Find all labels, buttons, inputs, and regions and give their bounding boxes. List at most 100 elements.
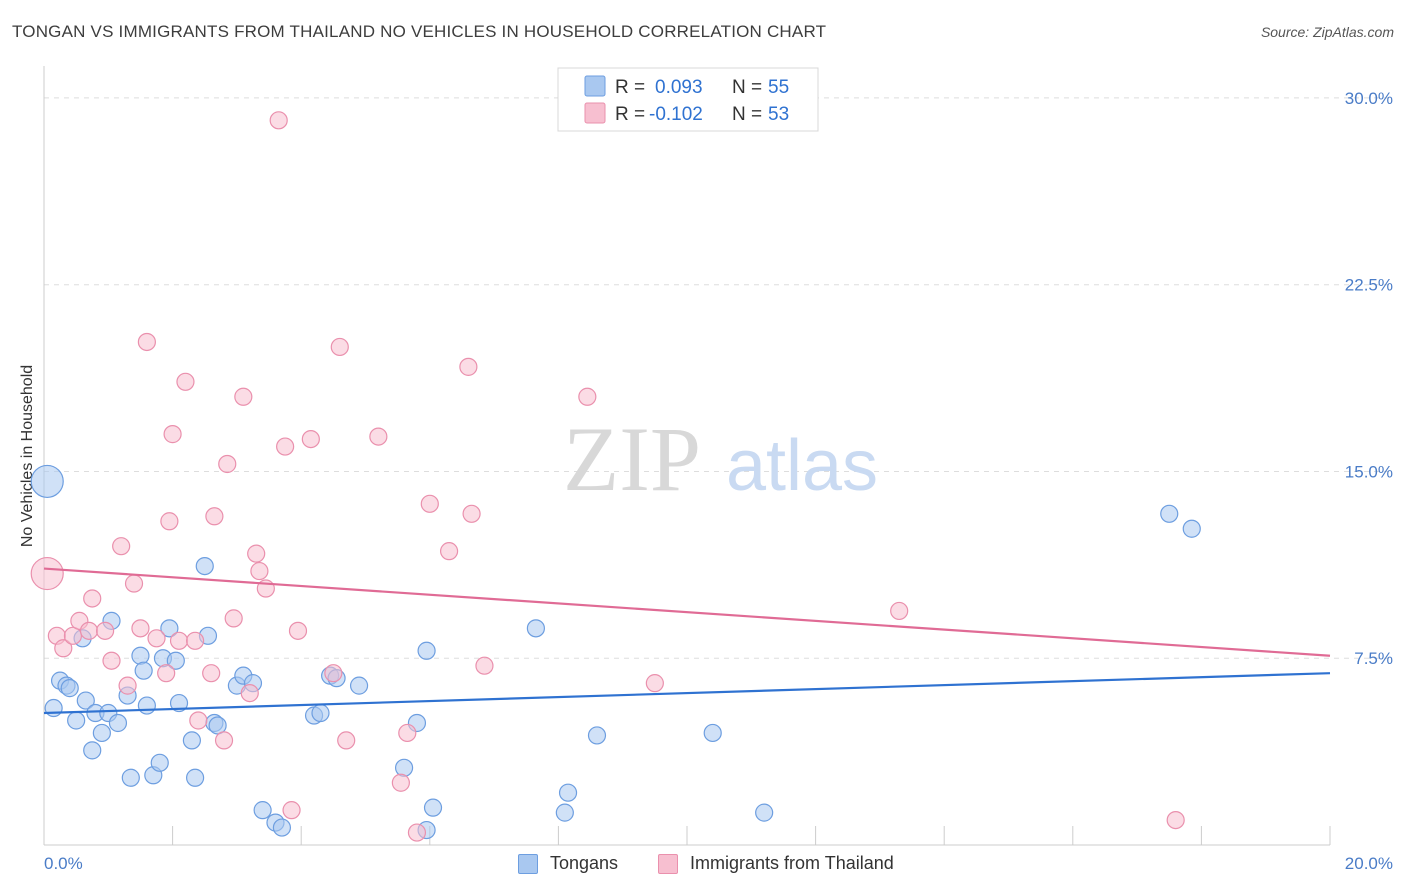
- point-thailand: [250, 561, 269, 581]
- point-tongans: [208, 716, 227, 735]
- point-thailand: [578, 387, 597, 406]
- point-tongans: [76, 691, 95, 710]
- source-label: Source: ZipAtlas.com: [1260, 24, 1394, 40]
- legend-r-label-1: R =: [615, 77, 645, 98]
- point-thailand: [214, 731, 234, 750]
- point-thailand: [324, 664, 343, 683]
- point-thailand: [240, 683, 259, 703]
- watermark-atlas: atlas: [726, 426, 878, 506]
- point-tongans: [134, 661, 153, 680]
- data-points: [30, 111, 1201, 842]
- point-thailand: [202, 664, 221, 683]
- point-tongans: [60, 679, 79, 698]
- y-tick-label: 22.5%: [1345, 276, 1393, 295]
- point-thailand: [407, 823, 427, 842]
- chart-title: TONGAN VS IMMIGRANTS FROM THAILAND NO VE…: [12, 22, 827, 41]
- point-tongans: [169, 693, 189, 713]
- legend-item-tongans: Tongans: [518, 853, 618, 874]
- point-thailand: [160, 512, 179, 531]
- legend-r-value-1: 0.093: [655, 77, 703, 98]
- point-tongans: [253, 801, 272, 820]
- legend-item-thailand: Immigrants from Thailand: [658, 853, 894, 874]
- legend-label-tongans: Tongans: [550, 853, 619, 873]
- point-tongans: [558, 783, 578, 802]
- point-thailand: [218, 454, 237, 474]
- point-thailand: [79, 621, 99, 640]
- point-thailand: [137, 332, 156, 352]
- point-thailand: [157, 664, 176, 683]
- point-thailand: [391, 773, 410, 792]
- trend-lines: [43, 567, 1331, 715]
- x-tick-label: 20.0%: [1345, 854, 1393, 873]
- point-thailand: [369, 427, 388, 446]
- point-thailand: [459, 357, 478, 376]
- point-thailand: [83, 589, 102, 608]
- point-tongans: [92, 723, 111, 743]
- point-tongans: [1160, 504, 1179, 523]
- point-thailand: [276, 437, 295, 456]
- watermark: ZIP atlas: [563, 408, 878, 510]
- point-tongans: [195, 556, 214, 576]
- point-thailand: [131, 619, 150, 638]
- x-tick-label: 0.0%: [44, 854, 83, 873]
- point-thailand: [124, 574, 144, 593]
- point-tongans: [137, 696, 156, 715]
- point-thailand: [645, 674, 664, 693]
- legend-bottom: Tongans Immigrants from Thailand: [0, 850, 1406, 880]
- point-thailand: [337, 731, 356, 750]
- legend-swatch-thailand-bottom: [658, 853, 678, 874]
- point-thailand: [147, 629, 166, 648]
- point-tongans: [526, 619, 545, 638]
- point-thailand: [224, 609, 243, 628]
- point-tongans: [417, 641, 436, 660]
- point-thailand: [462, 504, 481, 523]
- point-thailand: [420, 494, 439, 513]
- point-thailand: [54, 639, 73, 658]
- tick-labels: 7.5% 15.0% 22.5% 30.0% 0.0% 20.0%: [44, 89, 1393, 873]
- point-tongans: [131, 646, 150, 665]
- point-thailand: [186, 631, 205, 650]
- point-tongans: [703, 723, 722, 743]
- point-thailand: [169, 631, 189, 650]
- point-thailand: [398, 723, 417, 743]
- legend-n-value-1: 55: [768, 77, 789, 98]
- trend-line-thailand: [43, 567, 1331, 657]
- point-tongans: [1182, 519, 1201, 538]
- point-tongans: [349, 676, 369, 695]
- point-tongans: [423, 798, 443, 817]
- point-tongans: [587, 726, 607, 745]
- point-thailand: [189, 711, 208, 730]
- point-thailand: [163, 425, 182, 444]
- point-tongans: [150, 753, 169, 772]
- legend-n-value-2: 53: [768, 104, 789, 125]
- legend-label-thailand: Immigrants from Thailand: [690, 853, 894, 873]
- point-tongans: [272, 818, 292, 837]
- point-thailand: [112, 537, 131, 556]
- point-tongans: [394, 758, 414, 777]
- point-tongans: [555, 803, 574, 822]
- point-tongans: [182, 731, 201, 750]
- point-thailand: [282, 801, 301, 820]
- y-tick-label: 30.0%: [1345, 89, 1393, 108]
- point-tongans: [67, 711, 86, 730]
- point-thailand: [247, 544, 266, 563]
- point-thailand: [176, 372, 195, 391]
- watermark-zip: ZIP: [563, 408, 701, 510]
- legend-n-label-1: N =: [732, 77, 762, 98]
- point-thailand: [205, 507, 224, 526]
- point-thailand: [1166, 810, 1185, 830]
- y-tick-label: 7.5%: [1354, 649, 1393, 668]
- point-thailand: [439, 542, 459, 561]
- point-thailand: [118, 676, 137, 695]
- legend-swatch-thailand: [584, 102, 606, 124]
- y-tick-label: 15.0%: [1345, 462, 1393, 481]
- point-tongans: [83, 741, 102, 760]
- point-tongans: [755, 803, 774, 822]
- legend-r-label-2: R =: [615, 104, 645, 125]
- legend-n-label-2: N =: [732, 104, 762, 125]
- point-thailand: [30, 556, 64, 591]
- trend-line-tongans: [43, 672, 1331, 715]
- legend-top: R = 0.093 N = 55 R = -0.102 N = 53: [557, 67, 819, 132]
- point-thailand: [475, 656, 494, 675]
